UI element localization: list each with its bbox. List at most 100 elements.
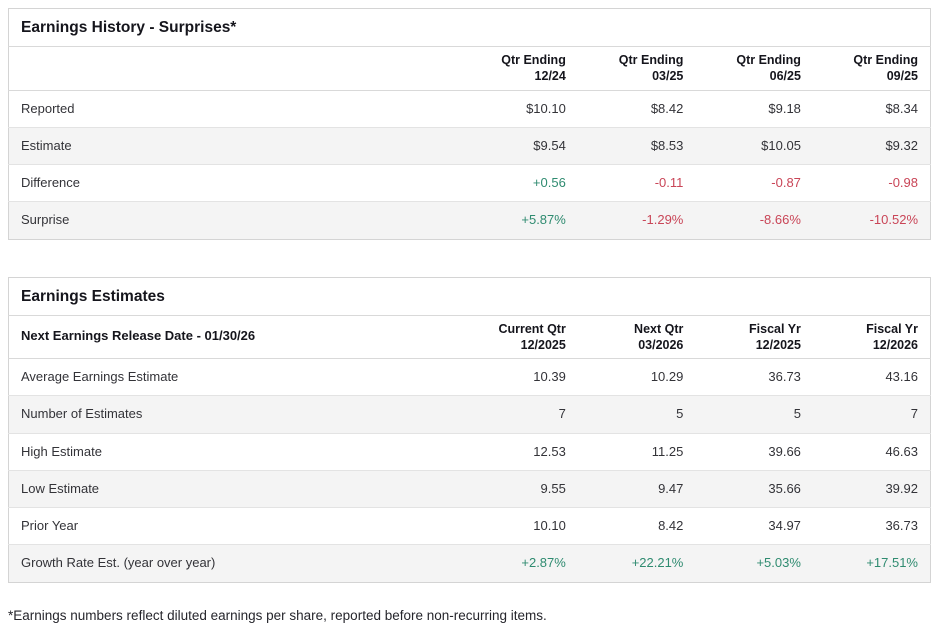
cell-value: $10.05 xyxy=(695,126,813,165)
row-label: Prior Year xyxy=(8,506,461,545)
table-row-difference: Difference +0.56 -0.11 -0.87 -0.98 xyxy=(8,163,931,202)
value-text: 43.16 xyxy=(885,369,918,384)
header-spacer xyxy=(8,46,461,91)
cell-value: $10.10 xyxy=(460,90,578,128)
column-header-fiscal-yr-2026: Fiscal Yr 12/2026 xyxy=(812,315,931,359)
cell-value: 5 xyxy=(577,395,696,433)
column-header-line2: 09/25 xyxy=(886,69,918,84)
column-header-line2: 03/2026 xyxy=(638,337,684,352)
value-text: -0.98 xyxy=(888,175,918,190)
next-earnings-release-date: Next Earnings Release Date - 01/30/26 xyxy=(8,315,461,359)
column-header-line1: Current Qtr xyxy=(498,321,566,336)
column-header-qtr-1224: Qtr Ending 12/24 xyxy=(460,46,578,91)
column-header-current-qtr: Current Qtr 12/2025 xyxy=(460,315,578,359)
column-header-qtr-0325: Qtr Ending 03/25 xyxy=(577,46,696,91)
table-row-number-of-estimates: Number of Estimates 7 5 5 7 xyxy=(8,395,931,433)
table-row-high-estimate: High Estimate 12.53 11.25 39.66 46.63 xyxy=(8,432,931,471)
cell-value: 34.97 xyxy=(695,506,813,545)
column-header-line1: Qtr Ending xyxy=(853,53,918,67)
column-header-line1: Next Qtr xyxy=(634,321,684,336)
cell-value: -10.52% xyxy=(812,201,931,239)
table-row-low-estimate: Low Estimate 9.55 9.47 35.66 39.92 xyxy=(8,469,931,508)
column-header-line2: 12/2025 xyxy=(755,337,801,352)
value-text: $8.53 xyxy=(650,137,684,153)
cell-value: 12.53 xyxy=(460,432,578,471)
row-label: High Estimate xyxy=(8,432,461,471)
value-text: -8.66% xyxy=(759,212,801,228)
value-text: +0.56 xyxy=(532,175,566,190)
table-row-average-earnings-estimate: Average Earnings Estimate 10.39 10.29 36… xyxy=(8,358,931,396)
value-text: -0.87 xyxy=(771,175,801,190)
column-header-qtr-0925: Qtr Ending 09/25 xyxy=(812,46,931,91)
earnings-history-title-row: Earnings History - Surprises* xyxy=(8,8,931,47)
cell-value: 10.39 xyxy=(460,358,578,396)
row-label: Growth Rate Est. (year over year) xyxy=(8,544,461,582)
cell-value: 8.42 xyxy=(577,506,696,545)
cell-value: +5.03% xyxy=(695,544,813,582)
cell-value: $8.42 xyxy=(577,90,696,128)
row-label: Difference xyxy=(8,163,461,202)
cell-value: -0.11 xyxy=(577,163,696,202)
value-text: 5 xyxy=(676,406,684,422)
row-label: Number of Estimates xyxy=(8,395,461,433)
value-text: 7 xyxy=(558,406,566,422)
column-header-qtr-0625: Qtr Ending 06/25 xyxy=(695,46,813,91)
value-text: 9.47 xyxy=(658,480,684,496)
cell-value: +0.56 xyxy=(460,163,578,202)
row-label: Surprise xyxy=(8,201,461,239)
footnote: *Earnings numbers reflect diluted earnin… xyxy=(8,607,547,623)
column-header-line1: Qtr Ending xyxy=(501,53,566,67)
table-row-prior-year: Prior Year 10.10 8.42 34.97 36.73 xyxy=(8,506,931,545)
cell-value: 10.10 xyxy=(460,506,578,545)
column-header-fiscal-yr-2025: Fiscal Yr 12/2025 xyxy=(695,315,813,359)
value-text: +22.21% xyxy=(631,555,684,571)
value-text: $9.32 xyxy=(885,137,918,153)
row-label: Reported xyxy=(8,90,461,128)
value-text: $10.05 xyxy=(761,137,801,153)
cell-value: 43.16 xyxy=(812,358,931,396)
column-header-line1: Qtr Ending xyxy=(618,53,684,67)
cell-value: $9.32 xyxy=(812,126,931,165)
cell-value: 35.66 xyxy=(695,469,813,508)
value-text: 11.25 xyxy=(651,443,684,459)
value-text: 8.42 xyxy=(658,518,684,533)
cell-value: -0.87 xyxy=(695,163,813,202)
cell-value: 36.73 xyxy=(695,358,813,396)
cell-value: +5.87% xyxy=(460,201,578,239)
value-text: $8.34 xyxy=(885,100,918,116)
value-text: $9.18 xyxy=(768,100,801,116)
value-text: 39.92 xyxy=(885,480,918,496)
value-text: 9.55 xyxy=(540,480,566,496)
column-header-line2: 12/24 xyxy=(534,69,566,84)
value-text: 35.66 xyxy=(768,480,801,496)
cell-value: 7 xyxy=(812,395,931,433)
cell-value: 39.66 xyxy=(695,432,813,471)
earnings-estimates-table: Earnings Estimates Next Earnings Release… xyxy=(8,276,931,583)
earnings-estimates-title-row: Earnings Estimates xyxy=(8,277,931,316)
value-text: $10.10 xyxy=(526,100,566,116)
value-text: 10.10 xyxy=(533,518,566,533)
earnings-estimates-header-row: Next Earnings Release Date - 01/30/26 Cu… xyxy=(8,315,931,359)
column-header-line1: Fiscal Yr xyxy=(749,321,801,336)
value-text: $9.54 xyxy=(533,137,566,153)
cell-value: 36.73 xyxy=(812,506,931,545)
earnings-history-table: Earnings History - Surprises* Qtr Ending… xyxy=(8,8,931,240)
cell-value: 5 xyxy=(695,395,813,433)
value-text: +17.51% xyxy=(866,555,918,571)
value-text: 7 xyxy=(910,406,918,422)
value-text: $8.42 xyxy=(650,100,684,116)
table-row-estimate: Estimate $9.54 $8.53 $10.05 $9.32 xyxy=(8,126,931,165)
value-text: 39.66 xyxy=(768,443,801,459)
value-text: -1.29% xyxy=(642,212,684,228)
column-header-line2: 06/25 xyxy=(769,69,801,84)
cell-value: 7 xyxy=(460,395,578,433)
value-text: 10.39 xyxy=(533,369,566,384)
value-text: 46.63 xyxy=(885,443,918,459)
row-label: Average Earnings Estimate xyxy=(8,358,461,396)
cell-value: $9.54 xyxy=(460,126,578,165)
cell-value: +2.87% xyxy=(460,544,578,582)
value-text: +5.03% xyxy=(756,555,801,571)
cell-value: 46.63 xyxy=(812,432,931,471)
cell-value: 9.55 xyxy=(460,469,578,508)
